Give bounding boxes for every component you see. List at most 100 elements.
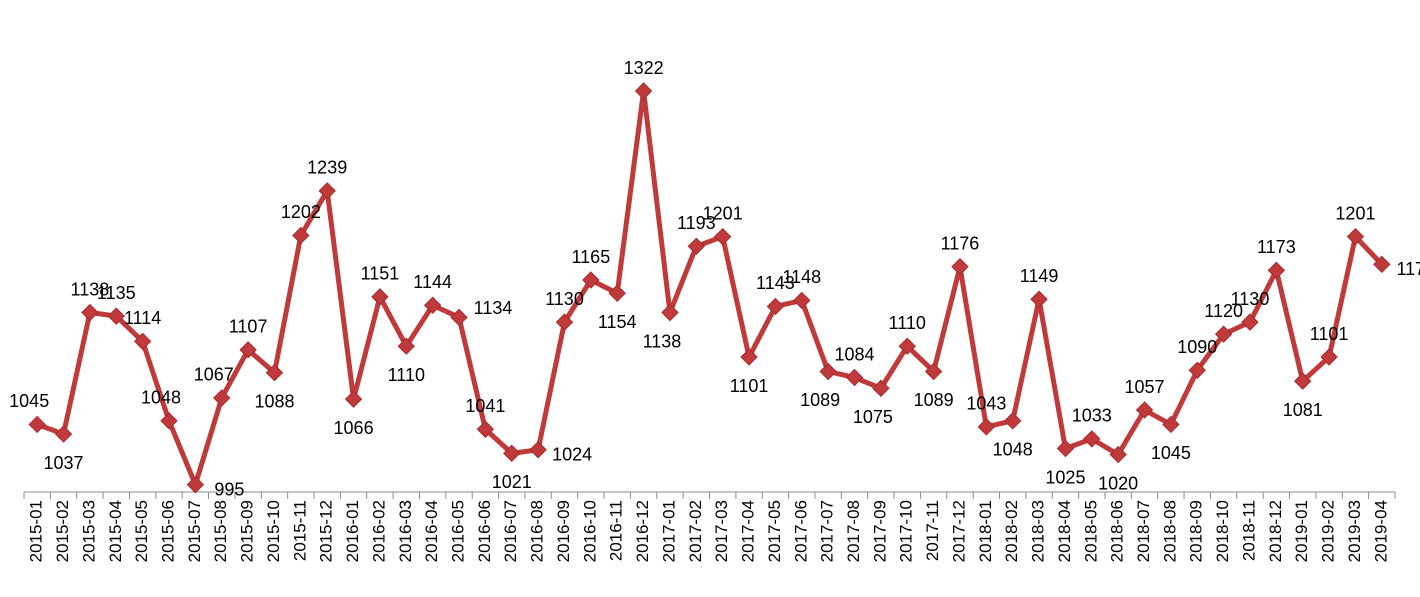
data-label: 1322 — [624, 58, 664, 78]
x-tick-label: 2016-12 — [633, 500, 652, 562]
x-tick-label: 2016-01 — [343, 500, 362, 562]
data-label: 1024 — [552, 444, 592, 464]
x-tick-label: 2019-02 — [1319, 500, 1338, 562]
x-tick-label: 2019-01 — [1292, 500, 1311, 562]
x-tick-label: 2017-06 — [791, 500, 810, 562]
data-label: 1165 — [572, 247, 611, 267]
data-label: 1048 — [141, 388, 181, 408]
x-tick-label: 2017-05 — [765, 500, 784, 562]
data-label: 1025 — [1045, 467, 1085, 487]
x-tick-label: 2015-08 — [211, 500, 230, 562]
x-tick-label: 2015-10 — [264, 500, 283, 562]
x-ticks: 2015-01 2015-02 2015-03 2015-04 2015-05 2015-… — [23, 492, 1396, 562]
x-tick-label: 2017-03 — [712, 500, 731, 562]
data-label: 995 — [214, 479, 244, 499]
data-label: 1151 — [361, 264, 400, 284]
data-label: 1114 — [124, 308, 161, 328]
data-label: 1143 — [756, 273, 795, 293]
data-label: 1135 — [97, 283, 136, 303]
data-point-marker — [555, 313, 574, 331]
data-point-marker — [423, 296, 442, 314]
x-tick-label: 2018-09 — [1187, 500, 1206, 562]
data-point-marker — [503, 444, 521, 463]
data-point-marker — [793, 291, 811, 310]
data-label: 1130 — [545, 289, 584, 309]
x-tick-label: 2018-12 — [1266, 500, 1285, 562]
x-tick-label: 2015-03 — [79, 500, 98, 562]
data-point-marker — [1267, 261, 1286, 280]
data-point-marker — [713, 227, 732, 246]
data-point-marker — [872, 379, 890, 398]
data-label: 1081 — [1283, 400, 1323, 420]
data-label: 1148 — [782, 267, 821, 287]
data-point-marker — [634, 82, 653, 100]
x-tick-label: 2016-09 — [554, 500, 573, 562]
data-label: 1202 — [281, 202, 321, 222]
data-point-marker — [1320, 348, 1338, 366]
data-point-marker — [766, 297, 785, 316]
data-label: 1110 — [889, 313, 926, 333]
data-label: 1090 — [1177, 337, 1217, 357]
x-tick-label: 2018-02 — [1002, 500, 1021, 562]
x-tick-label: 2017-01 — [659, 500, 678, 562]
x-tick-label: 2018-05 — [1081, 500, 1100, 562]
data-label: 1043 — [966, 394, 1006, 414]
x-tick-label: 2015-01 — [27, 500, 46, 562]
data-label: 1201 — [703, 203, 743, 223]
data-point-marker — [160, 412, 178, 430]
x-tick-label: 2015-12 — [317, 500, 336, 562]
x-tick-label: 2019-04 — [1371, 500, 1390, 562]
x-tick-label: 2015-04 — [106, 500, 125, 562]
data-label: 1144 — [413, 272, 452, 292]
x-tick-label: 2018-10 — [1213, 500, 1232, 562]
data-label: 1037 — [44, 453, 84, 473]
data-label: 1149 — [1020, 266, 1059, 286]
series-layer — [34, 88, 1385, 488]
x-tick-label: 2016-04 — [422, 500, 441, 562]
data-point-marker — [608, 284, 626, 302]
x-tick-label: 2019-03 — [1345, 500, 1364, 562]
data-point-marker — [951, 258, 969, 276]
data-point-marker — [582, 271, 600, 289]
data-point-marker — [845, 368, 864, 387]
data-label: 1088 — [254, 391, 294, 411]
data-label: 1138 — [643, 331, 682, 351]
x-tick-label: 2015-05 — [132, 500, 151, 562]
data-label: 1110 — [388, 365, 425, 385]
data-point-marker — [476, 420, 495, 438]
data-point-marker — [292, 226, 310, 245]
x-tick-label: 2017-07 — [818, 500, 837, 562]
data-point-marker — [371, 288, 389, 306]
data-point-marker — [450, 308, 468, 327]
data-labels: 1045103711381135111410489951067110710881… — [9, 58, 1420, 500]
data-point-marker — [924, 362, 943, 381]
data-point-marker — [1346, 227, 1365, 246]
data-point-marker — [819, 362, 837, 381]
series-line — [34, 88, 1385, 488]
data-point-marker — [1030, 290, 1048, 308]
x-tick-label: 2016-02 — [369, 500, 388, 562]
data-point-marker — [687, 237, 706, 255]
x-tick-label: 2017-09 — [870, 500, 889, 562]
data-point-marker — [28, 415, 46, 434]
data-point-marker — [1135, 401, 1154, 419]
data-label: 1154 — [598, 312, 637, 332]
data-point-marker — [1214, 325, 1233, 343]
data-label: 1239 — [307, 158, 347, 178]
data-point-marker — [133, 332, 152, 351]
data-label: 1041 — [465, 396, 505, 416]
x-tick-label: 2018-06 — [1108, 500, 1127, 562]
data-label: 1120 — [1204, 301, 1243, 321]
data-label: 1089 — [800, 390, 840, 410]
data-label: 1193 — [677, 213, 716, 233]
x-tick-label: 2018-07 — [1134, 500, 1153, 562]
x-tick-label: 2017-08 — [844, 500, 863, 562]
data-point-marker — [1241, 313, 1259, 331]
data-label: 1045 — [1151, 443, 1191, 463]
x-tick-label: 2018-11 — [1239, 500, 1258, 561]
x-tick-label: 2018-03 — [1029, 500, 1048, 562]
data-label: 1066 — [334, 418, 374, 438]
data-point-marker — [661, 303, 679, 322]
